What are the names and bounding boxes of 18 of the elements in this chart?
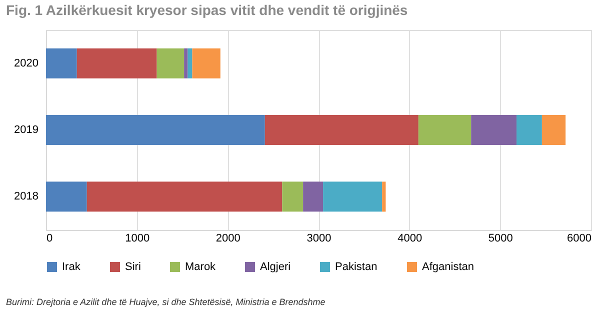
x-tick-label: 1000 <box>125 232 150 244</box>
y-tick-label: 2019 <box>14 124 38 136</box>
x-tick-label: 4000 <box>398 232 422 244</box>
x-tick-label: 2000 <box>216 232 240 244</box>
text: Burimi: Drejtoria e Azilit dhe të Huajve, si dhe Shtetësisë, Ministria e Brendshme <box>6 297 326 307</box>
legend-label: Afganistan <box>422 261 474 273</box>
legend-label: Marok <box>185 261 216 273</box>
chart-title: Fig. 1 Azilkërkuesit kryesor sipas vitit dhe vendit të origjinës <box>6 2 408 18</box>
y-tick-label: 2018 <box>14 190 38 203</box>
x-tick-label: 3000 <box>306 232 332 244</box>
legend-label: Irak <box>62 261 81 273</box>
legend-label: Algjeri <box>260 261 291 273</box>
y-tick-label: 2020 <box>14 57 38 70</box>
legend-label: Pakistan <box>335 261 378 273</box>
legend-label: Siri <box>125 261 141 273</box>
x-tick-label: 6000 <box>567 232 592 244</box>
x-tick-label: 0 <box>46 232 53 244</box>
x-tick-label: 5000 <box>488 232 513 244</box>
